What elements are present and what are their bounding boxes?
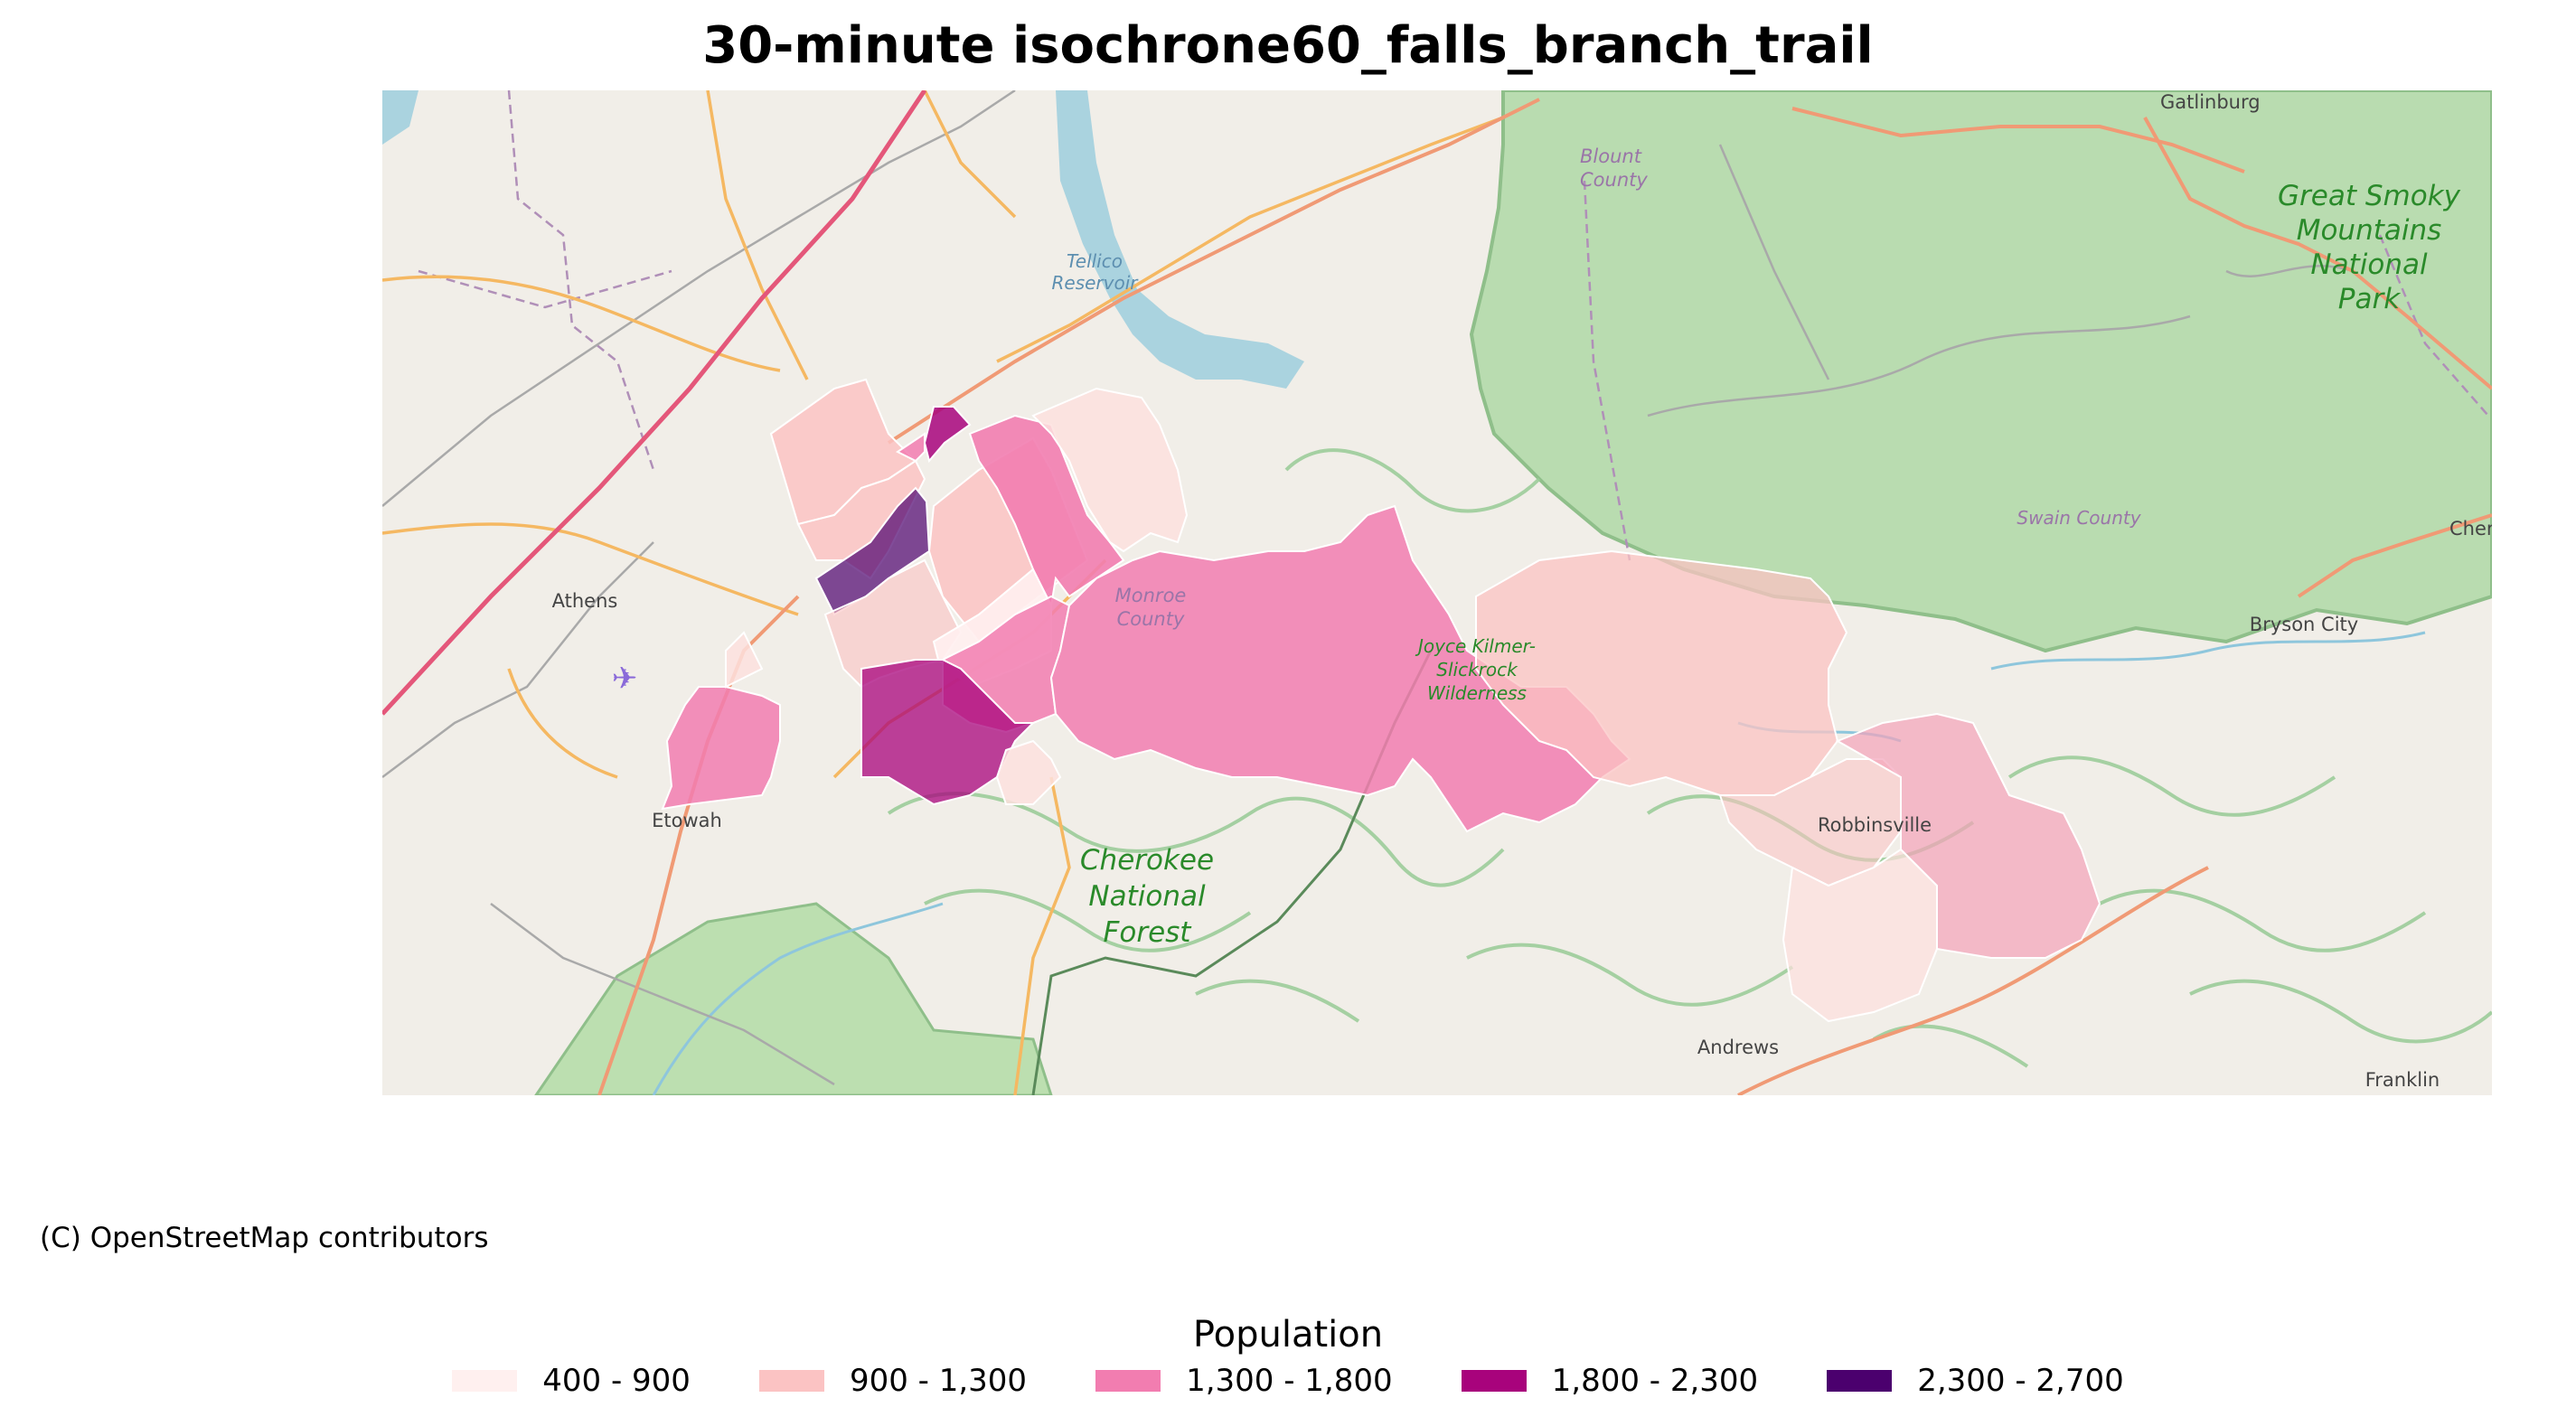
label-gsmnp-1: Great Smoky [2278, 180, 2461, 212]
label-athens: Athens [552, 590, 618, 612]
label-tellico-2: Reservoir [1052, 272, 1140, 294]
legend-swatch [1461, 1370, 1527, 1392]
legend-swatch [452, 1370, 518, 1392]
polygon-pop-400-900 [725, 631, 764, 689]
legend-label: 900 - 1,300 [849, 1363, 1028, 1399]
map-attribution: (C) OpenStreetMap contributors [40, 1222, 489, 1254]
label-cherokee-forest-3: Forest [1104, 916, 1193, 949]
label-swain-county: Swain County [2017, 507, 2141, 529]
legend-item: 900 - 1,300 [758, 1363, 1028, 1399]
tellico-reservoir [1056, 90, 1304, 389]
label-gsmnp-3: National [2310, 249, 2428, 281]
forest-boundaries [887, 448, 2492, 1068]
label-gsmnp-2: Mountains [2297, 214, 2442, 247]
polygon-pop-900-1300 [1835, 712, 2101, 959]
label-andrews: Andrews [1697, 1037, 1779, 1058]
legend-label: 2,300 - 2,700 [1917, 1363, 2124, 1399]
label-joyce-kilmer-3: Wilderness [1427, 682, 1527, 704]
polygon-pop-400-900 [995, 739, 1062, 805]
map-canvas: ✈ Gatlinburg Blount [382, 90, 2492, 1095]
label-monroe-2: County [1117, 608, 1185, 630]
label-tellico: Tellico [1067, 250, 1123, 272]
polygon-pop-1800-2300 [860, 659, 1036, 806]
label-bryson-city: Bryson City [2250, 614, 2358, 635]
minor-roads [382, 90, 2354, 1086]
label-joyce-kilmer-1: Joyce Kilmer- [1415, 635, 1536, 657]
polygon-pop-1800-2300 [923, 406, 972, 464]
legend-swatch [1827, 1370, 1893, 1392]
legend-label: 1,300 - 1,800 [1186, 1363, 1393, 1399]
legend-item: 1,800 - 2,300 [1461, 1363, 1759, 1399]
legend-item: 400 - 900 [452, 1363, 691, 1399]
label-etowah: Etowah [652, 810, 722, 831]
label-franklin: Franklin [2365, 1069, 2440, 1091]
airport-icon: ✈ [612, 661, 638, 697]
legend-title: Population [1192, 1314, 1384, 1356]
legend-item: 2,300 - 2,700 [1827, 1363, 2124, 1399]
polygon-pop-900-1300 [1782, 848, 1938, 1023]
legend-swatch [1095, 1370, 1161, 1392]
polygon-pop-900-1300 [896, 432, 926, 463]
legend-label: 400 - 900 [542, 1363, 691, 1399]
county-boundaries [418, 90, 2489, 561]
polygon-pop-1300-1800 [661, 686, 781, 811]
lake-left [382, 90, 418, 145]
label-joyce-kilmer-2: Slickrock [1436, 659, 1518, 680]
label-blount-2: County [1580, 169, 1648, 191]
legend-item: 1,300 - 1,800 [1095, 1363, 1393, 1399]
map-title: 30-minute isochrone60_falls_branch_trail [702, 16, 1874, 75]
isochrone-polygons [661, 378, 2101, 1023]
label-gatlinburg: Gatlinburg [2160, 91, 2261, 113]
label-cher: Cher [2449, 518, 2492, 539]
label-cherokee-forest-2: National [1088, 880, 1206, 913]
legend-swatch [758, 1370, 824, 1392]
label-robbinsville: Robbinsville [1818, 814, 1932, 836]
legend: 400 - 900 900 - 1,300 1,300 - 1,800 1,80… [0, 1363, 2576, 1399]
motorway [382, 90, 927, 716]
label-cherokee-forest-1: Cherokee [1080, 844, 1214, 877]
polygon-pop-400-900 [1031, 387, 1189, 553]
label-blount: Blount [1580, 145, 1642, 167]
label-monroe: Monroe [1115, 585, 1187, 606]
legend-label: 1,800 - 2,300 [1551, 1363, 1759, 1399]
label-gsmnp-4: Park [2338, 283, 2401, 315]
